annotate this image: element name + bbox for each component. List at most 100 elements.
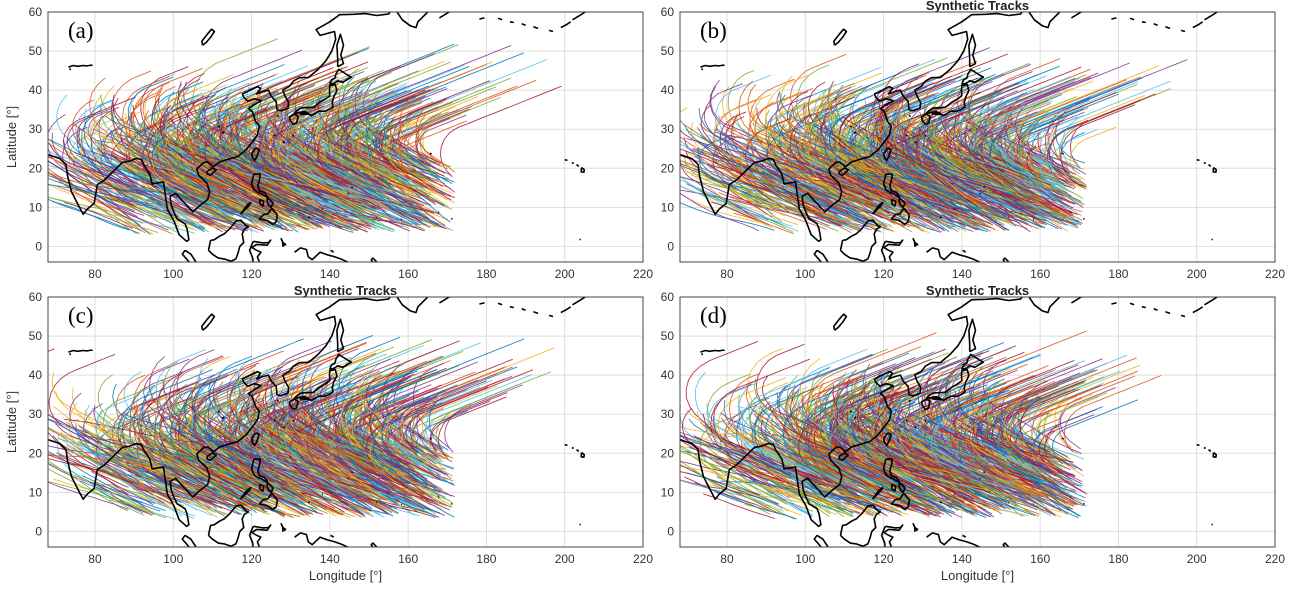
storm-track: [151, 135, 178, 185]
storm-track: [745, 117, 822, 211]
storm-track: [385, 439, 454, 477]
storm-track: [291, 458, 349, 506]
storm-track: [887, 414, 1011, 484]
storm-track: [856, 135, 924, 201]
storm-track: [957, 133, 1077, 222]
storm-track: [683, 124, 897, 212]
storm-track: [272, 90, 347, 184]
coastline: [1028, 297, 1061, 314]
storm-track: [894, 120, 984, 183]
y-tick-label: 20: [29, 161, 43, 175]
storm-track: [289, 417, 391, 502]
storm-track: [166, 199, 234, 229]
storm-track: [1023, 144, 1073, 187]
storm-track: [1037, 147, 1069, 191]
x-tick-label: 180: [1108, 552, 1128, 566]
storm-track: [987, 58, 1061, 171]
storm-track: [48, 168, 132, 216]
storm-track: [383, 505, 420, 517]
coastline: [572, 12, 587, 21]
storm-track: [906, 450, 1034, 505]
storm-track: [859, 135, 895, 177]
storm-track: [1031, 370, 1138, 464]
coastline: [1002, 542, 1010, 547]
storm-track: [145, 166, 220, 203]
coastline: [979, 477, 982, 480]
storm-track: [375, 390, 444, 462]
storm-track: [820, 155, 949, 225]
storm-track: [684, 476, 770, 511]
storm-track: [930, 470, 1036, 517]
storm-track: [120, 164, 226, 223]
storm-track: [931, 448, 991, 494]
storm-track: [337, 65, 401, 167]
storm-track: [981, 454, 1086, 499]
storm-track: [417, 114, 452, 168]
storm-track: [892, 108, 939, 168]
storm-track: [782, 474, 830, 517]
storm-track: [183, 81, 349, 173]
storm-track: [277, 93, 377, 221]
coastline: [890, 492, 911, 511]
coastline: [920, 113, 931, 126]
storm-track: [712, 358, 811, 476]
storm-track: [926, 80, 1035, 217]
storm-track: [48, 196, 144, 225]
storm-track: [318, 162, 408, 195]
storm-track: [839, 197, 888, 228]
storm-track: [48, 348, 129, 459]
coastline: [521, 307, 526, 312]
storm-track: [742, 137, 839, 178]
storm-track: [977, 118, 1019, 167]
storm-track: [437, 392, 508, 461]
storm-track: [1015, 412, 1050, 465]
storm-track: [422, 96, 479, 172]
storm-track: [909, 116, 967, 180]
storm-track: [744, 504, 786, 516]
coastline: [248, 239, 272, 262]
storm-track: [680, 160, 765, 223]
storm-track: [791, 449, 853, 471]
y-tick-label: 60: [29, 5, 43, 19]
coastline: [924, 134, 927, 137]
storm-track: [814, 113, 889, 175]
track-group: [680, 47, 1188, 235]
storm-track: [680, 460, 762, 483]
storm-track: [987, 413, 1026, 464]
storm-track: [893, 421, 981, 470]
storm-track: [872, 379, 942, 464]
coastline: [572, 297, 587, 306]
x-tick-label: 80: [720, 267, 734, 281]
x-tick-label: 100: [795, 552, 815, 566]
storm-track: [761, 375, 865, 454]
storm-track: [719, 434, 853, 516]
storm-track: [120, 195, 175, 222]
storm-track: [765, 72, 882, 186]
storm-track: [959, 119, 1056, 186]
x-tick-label: 120: [874, 267, 894, 281]
coastline: [276, 114, 279, 118]
y-tick-label: 30: [661, 407, 675, 421]
storm-track: [372, 402, 443, 473]
coastline: [838, 167, 850, 177]
y-tick-label: 0: [35, 239, 42, 253]
storm-track: [874, 412, 963, 506]
y-tick-label: 0: [35, 524, 42, 538]
storm-track: [248, 90, 363, 181]
coastline: [890, 207, 911, 226]
storm-track: [971, 150, 1051, 186]
storm-track: [275, 417, 373, 512]
coastline: [1028, 12, 1061, 29]
storm-track: [238, 165, 418, 228]
storm-track: [48, 170, 141, 209]
storm-track: [824, 352, 949, 455]
coastline: [908, 399, 911, 403]
coastline: [293, 368, 338, 402]
storm-track: [875, 76, 961, 168]
storm-track: [161, 64, 285, 183]
storm-track: [155, 173, 234, 217]
coastline: [521, 22, 526, 27]
plot-frame: [679, 296, 1276, 548]
coastline: [832, 28, 848, 46]
